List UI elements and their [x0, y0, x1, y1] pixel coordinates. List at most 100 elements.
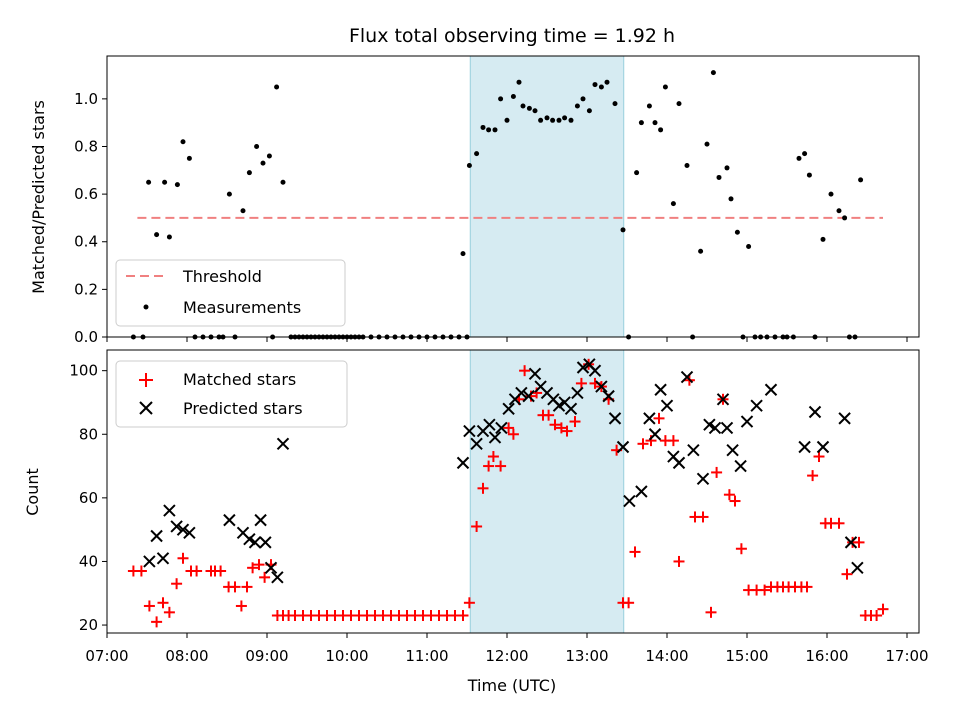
predicted-stars-point	[515, 386, 528, 400]
measurement-point	[174, 182, 180, 188]
measurement-point	[516, 79, 522, 85]
measurement-point	[620, 227, 626, 233]
predicted-stars-point	[571, 386, 584, 400]
matched-stars-point	[623, 597, 635, 609]
predicted-stars-point	[488, 431, 502, 444]
predicted-stars-point	[143, 555, 156, 568]
measurement-point	[806, 172, 812, 178]
predicted-legend-icon	[139, 401, 153, 415]
measurement-point	[734, 229, 740, 235]
predicted-stars-point	[495, 421, 508, 435]
x-tick-label: 13:00	[565, 647, 608, 665]
predicted-stars-point	[672, 456, 686, 470]
predicted-stars-point	[734, 459, 747, 473]
matched-stars-point	[801, 581, 813, 593]
top-panel: 0.0 0.2 0.4 0.6 0.8 1.0 Matched/Predicted sta…	[29, 55, 920, 346]
measurement-point	[154, 232, 160, 238]
measurement-point	[828, 191, 834, 197]
measurement-point	[634, 170, 640, 176]
predicted-stars-point	[456, 456, 470, 470]
measurement-point	[858, 177, 864, 183]
predicted-stars-point	[660, 399, 674, 412]
matched-stars-point	[653, 412, 665, 424]
measurement-point	[568, 117, 574, 123]
predicted-stars-point	[602, 389, 615, 403]
measurement-point	[836, 208, 842, 214]
measurement-point	[574, 103, 580, 109]
matched-stars-point	[483, 460, 495, 472]
measurement-point	[504, 117, 510, 123]
matched-stars-point	[807, 470, 819, 482]
measurement-point	[604, 79, 610, 85]
measurement-point	[796, 155, 802, 161]
measurement-point	[520, 103, 526, 109]
threshold-legend-label: Threshold	[182, 267, 262, 286]
matched-stars-point	[705, 606, 717, 618]
matched-stars-point	[561, 425, 573, 437]
y-tick-label: 0.8	[74, 137, 98, 155]
matched-stars-point	[503, 422, 515, 434]
matched-stars-point	[519, 365, 531, 377]
predicted-stars-point	[176, 523, 190, 536]
top-legend-box	[115, 259, 346, 327]
predicted-stars-point	[170, 520, 183, 533]
predicted-stars-point	[764, 383, 778, 396]
predicted-stars-point	[271, 571, 284, 584]
matched-stars-point	[241, 581, 253, 593]
predicted-stars-point	[595, 380, 608, 393]
matched-stars-point	[549, 419, 561, 431]
measurement-point	[532, 108, 538, 114]
predicted-stars-point	[726, 443, 739, 457]
chart-title: Flux total observing time = 1.92 h	[349, 25, 675, 47]
matched-stars-point	[729, 495, 741, 507]
x-tick-label: 17:00	[885, 647, 928, 665]
matched-stars-point	[259, 571, 271, 583]
measurement-point	[180, 139, 186, 145]
matched-stars-point	[711, 466, 723, 478]
measurement-point	[710, 70, 716, 76]
measurement-point	[728, 196, 734, 202]
measurement-point	[166, 234, 172, 240]
matched-stars-point	[813, 451, 825, 463]
measurement-point	[556, 117, 562, 123]
matched-legend-icon	[139, 373, 153, 387]
measurement-point	[724, 165, 730, 171]
matched-stars-point	[215, 565, 227, 577]
predicted-legend-label: Predicted stars	[183, 399, 303, 418]
measurement-point	[716, 174, 722, 180]
matched-stars-point	[463, 597, 475, 609]
x-tick-label: 12:00	[485, 647, 528, 665]
matched-stars-point	[569, 416, 581, 428]
x-tick-label: 16:00	[805, 647, 848, 665]
matched-stars-point	[163, 606, 175, 618]
top-highlight-span	[469, 55, 625, 338]
measurement-point	[580, 96, 586, 102]
measurement-point	[662, 84, 668, 90]
measurement-point	[592, 82, 598, 88]
matched-stars-point	[637, 438, 649, 450]
matched-stars-point	[507, 428, 519, 440]
predicted-stars-point	[703, 418, 716, 431]
measurement-point	[802, 151, 808, 157]
measurement-point	[550, 117, 556, 123]
matched-stars-point	[833, 517, 845, 529]
top-x-ticks	[106, 337, 908, 342]
matched-stars-point	[191, 565, 203, 577]
matched-stars-point	[759, 584, 771, 596]
predicted-stars-point	[183, 526, 196, 540]
matched-stars-point	[495, 460, 507, 472]
measurement-point	[544, 115, 550, 121]
measurement-point	[266, 153, 272, 159]
matched-stars-point	[853, 536, 865, 548]
predicted-stars-point	[576, 361, 590, 374]
predicted-stars-point	[150, 529, 163, 543]
measurement-point	[646, 103, 652, 109]
y-tick-label: 0.6	[74, 185, 98, 203]
predicted-stars-point	[163, 504, 176, 517]
predicted-stars-point	[276, 437, 290, 451]
x-tick-label: 08:00	[165, 647, 208, 665]
predicted-stars-point	[720, 421, 734, 435]
measurement-point	[260, 160, 266, 166]
matched-stars-point	[157, 597, 169, 609]
